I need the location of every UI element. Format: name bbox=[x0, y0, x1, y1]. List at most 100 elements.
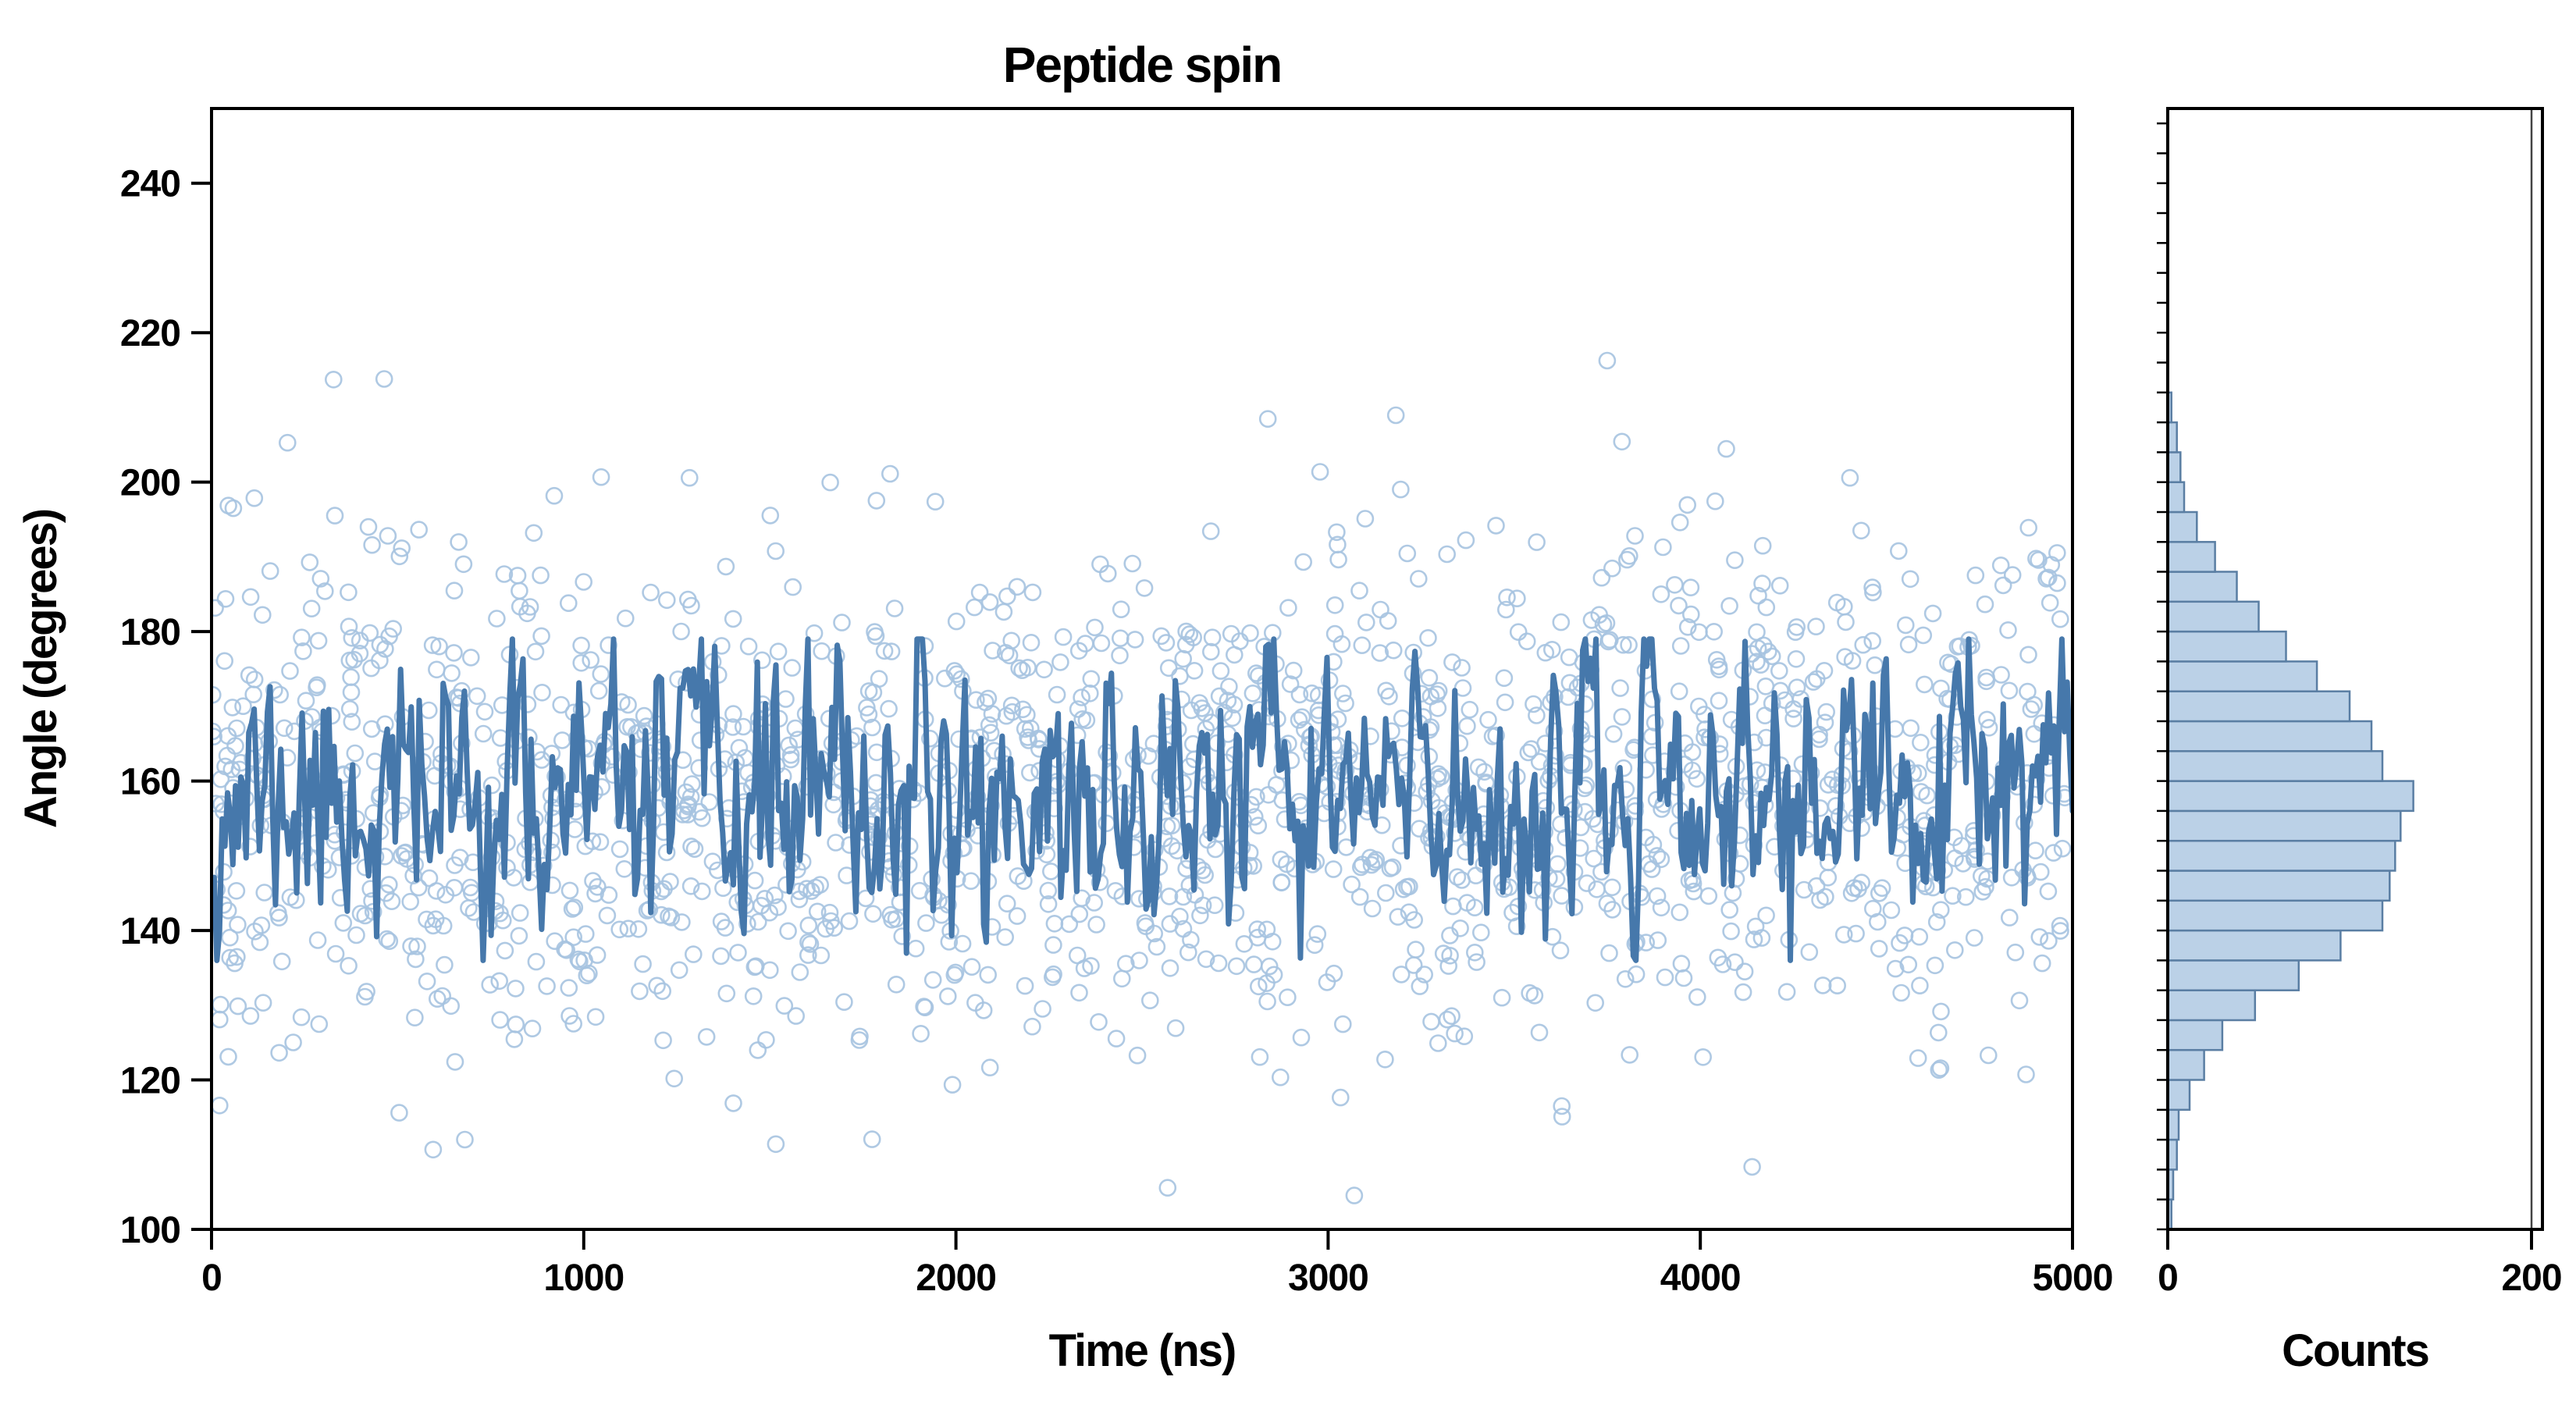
scatter-point bbox=[1048, 685, 1066, 704]
scatter-point bbox=[2010, 991, 2029, 1010]
scatter-point bbox=[1145, 924, 1163, 943]
scatter-point bbox=[1258, 410, 1277, 429]
scatter-point bbox=[1666, 575, 1684, 594]
scatter-point bbox=[576, 925, 595, 943]
scatter-point bbox=[629, 920, 648, 938]
scatter-point bbox=[553, 731, 571, 749]
scatter-point bbox=[1205, 896, 1224, 914]
scatter-point bbox=[939, 895, 957, 914]
scatter-point bbox=[1869, 912, 1887, 931]
scatter-point bbox=[1487, 517, 1505, 535]
scatter-point bbox=[402, 937, 420, 955]
scatter-point bbox=[244, 685, 263, 704]
scatter-point bbox=[1303, 684, 1321, 702]
scatter-point bbox=[966, 994, 984, 1012]
scatter-point bbox=[1371, 644, 1389, 662]
scatter-point bbox=[212, 1097, 229, 1115]
scatter-point bbox=[1756, 706, 1774, 725]
scatter-point bbox=[1508, 589, 1526, 608]
scatter-point bbox=[1613, 708, 1631, 726]
scatter-point bbox=[1834, 926, 1853, 944]
scatter-point bbox=[1678, 617, 1697, 636]
scatter-point bbox=[1039, 881, 1058, 900]
scatter-point bbox=[1841, 468, 1859, 487]
scatter-point bbox=[1085, 894, 1103, 912]
scatter-point bbox=[712, 912, 731, 930]
hist-bar bbox=[2168, 690, 2351, 723]
scatter-point bbox=[2022, 700, 2041, 718]
scatter-point bbox=[293, 628, 311, 647]
scatter-point bbox=[1278, 855, 1296, 873]
histogram-bars bbox=[2168, 391, 2414, 1229]
scatter-point bbox=[811, 876, 829, 894]
scatter-point bbox=[586, 1008, 605, 1026]
scatter-point bbox=[1559, 688, 1578, 706]
scatter-point bbox=[545, 486, 564, 505]
scatter-point bbox=[787, 1007, 806, 1025]
scatter-point bbox=[678, 806, 697, 823]
scatter-point bbox=[1220, 678, 1238, 696]
scatter-point bbox=[1191, 906, 1209, 925]
scatter-point bbox=[966, 598, 984, 617]
x-tick-label: 1000 bbox=[543, 1257, 624, 1299]
scatter-point bbox=[401, 892, 420, 911]
scatter-point bbox=[1726, 551, 1744, 570]
scatter-point bbox=[1528, 706, 1546, 724]
scatter-point bbox=[1045, 915, 1064, 933]
scatter-point bbox=[1815, 661, 1834, 680]
scatter-point bbox=[893, 927, 911, 945]
scatter-point bbox=[490, 972, 509, 991]
scatter-point bbox=[340, 651, 359, 670]
scatter-point bbox=[1354, 855, 1372, 873]
scatter-point bbox=[543, 843, 561, 862]
scatter-point bbox=[863, 1130, 881, 1148]
scatter-point bbox=[376, 640, 394, 658]
scatter-point bbox=[315, 582, 334, 600]
scatter-point bbox=[1107, 1030, 1126, 1048]
scatter-point bbox=[997, 706, 1016, 725]
scatter-point bbox=[1588, 880, 1606, 898]
scatter-point bbox=[340, 699, 359, 718]
mean-line-path bbox=[212, 636, 2073, 963]
scatter-point bbox=[375, 370, 393, 388]
scatter-point bbox=[311, 570, 330, 588]
main-x-axis-ticks: 0 1000 2000 3000 4000 5000 bbox=[201, 1229, 2113, 1299]
scatter-point bbox=[2033, 954, 2051, 973]
scatter-point bbox=[1128, 1046, 1147, 1065]
scatter-point bbox=[1710, 692, 1728, 710]
scatter-point bbox=[1180, 877, 1199, 895]
scatter-point bbox=[2044, 844, 2062, 862]
scatter-point bbox=[589, 681, 608, 700]
scatter-point bbox=[390, 547, 409, 566]
scatter-point bbox=[343, 713, 361, 731]
scatter-point bbox=[219, 496, 237, 515]
scatter-point bbox=[1800, 943, 1819, 961]
scatter-point bbox=[2002, 869, 2021, 887]
scatter-point bbox=[1709, 948, 1727, 967]
scatter-point bbox=[1973, 867, 1991, 885]
scatter-point bbox=[1245, 955, 1263, 973]
scatter-point bbox=[216, 589, 235, 608]
scatter-point bbox=[436, 955, 454, 974]
scatter-point bbox=[505, 1030, 524, 1048]
scatter-point bbox=[1585, 849, 1603, 868]
scatter-point bbox=[1376, 1051, 1394, 1069]
scatter-point bbox=[781, 745, 800, 764]
scatter-point bbox=[1804, 673, 1823, 691]
scatter-point bbox=[2006, 943, 2025, 962]
scatter-point bbox=[482, 776, 501, 795]
scatter-point bbox=[1946, 941, 1964, 959]
scatter-point bbox=[1334, 1015, 1352, 1033]
y-tick-label: 140 bbox=[120, 911, 180, 952]
scatter-point bbox=[1813, 976, 1832, 994]
scatter-point bbox=[1745, 930, 1763, 948]
scatter-point bbox=[1670, 682, 1688, 701]
y-axis-label: Angle (degrees) bbox=[16, 510, 66, 828]
scatter-point bbox=[270, 1044, 288, 1062]
scatter-point bbox=[1670, 513, 1689, 532]
scatter-point bbox=[1051, 653, 1069, 671]
scatter-point bbox=[461, 649, 480, 667]
scatter-point bbox=[575, 951, 593, 969]
scatter-point bbox=[443, 664, 461, 682]
scatter-point bbox=[1160, 887, 1179, 905]
